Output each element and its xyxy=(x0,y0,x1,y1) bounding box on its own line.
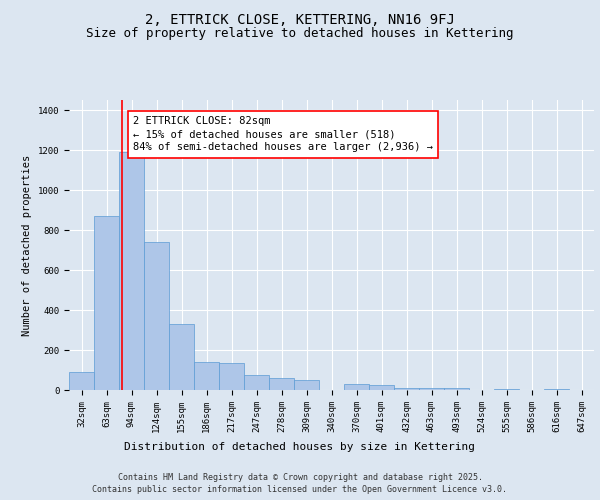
Bar xyxy=(444,388,469,390)
Bar xyxy=(119,152,144,390)
Text: Contains HM Land Registry data © Crown copyright and database right 2025.
Contai: Contains HM Land Registry data © Crown c… xyxy=(92,472,508,494)
Y-axis label: Number of detached properties: Number of detached properties xyxy=(22,154,32,336)
Text: 2 ETTRICK CLOSE: 82sqm
← 15% of detached houses are smaller (518)
84% of semi-de: 2 ETTRICK CLOSE: 82sqm ← 15% of detached… xyxy=(133,116,433,152)
Bar xyxy=(69,372,94,390)
Bar xyxy=(194,362,219,390)
Bar xyxy=(94,216,119,390)
Text: Size of property relative to detached houses in Kettering: Size of property relative to detached ho… xyxy=(86,28,514,40)
Bar xyxy=(344,384,369,390)
Bar xyxy=(219,363,244,390)
Bar xyxy=(419,388,444,390)
Bar xyxy=(144,242,169,390)
Bar xyxy=(544,389,569,390)
Text: 2, ETTRICK CLOSE, KETTERING, NN16 9FJ: 2, ETTRICK CLOSE, KETTERING, NN16 9FJ xyxy=(145,12,455,26)
Bar xyxy=(169,324,194,390)
Text: Distribution of detached houses by size in Kettering: Distribution of detached houses by size … xyxy=(125,442,476,452)
Bar xyxy=(494,389,519,390)
Bar xyxy=(294,380,319,390)
Bar xyxy=(244,375,269,390)
Bar xyxy=(369,385,394,390)
Bar xyxy=(394,388,419,390)
Bar xyxy=(269,378,294,390)
